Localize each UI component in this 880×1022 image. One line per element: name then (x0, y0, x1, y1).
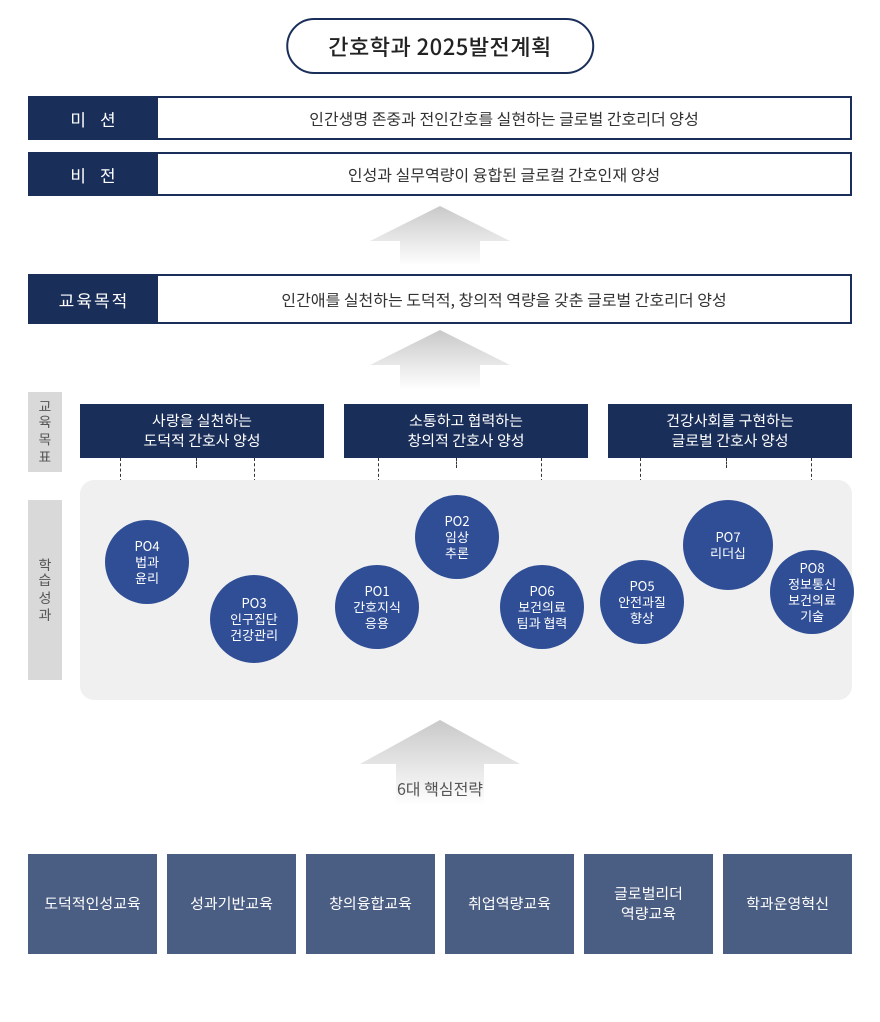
po-node-po6: PO6보건의료팀과 협력 (500, 565, 584, 649)
po-node-po4: PO4법과윤리 (105, 520, 189, 604)
vision-row: 비전 인성과 실무역량이 융합된 글로컬 간호인재 양성 (28, 152, 852, 196)
po-label: 정보통신보건의료기술 (788, 576, 836, 625)
strategy-4: 글로벌리더역량교육 (584, 854, 713, 954)
goals-row: 사랑을 실천하는도덕적 간호사 양성 소통하고 협력하는창의적 간호사 양성 건… (80, 404, 852, 458)
po-label: 보건의료팀과 협력 (517, 599, 568, 632)
connector-2b (726, 458, 727, 468)
po-label: 간호지식응용 (353, 599, 401, 632)
strategy-5: 학과운영혁신 (723, 854, 852, 954)
mission-text: 인간생명 존중과 전인간호를 실현하는 글로벌 간호리더 양성 (158, 96, 852, 140)
po-label: 안전과질향상 (618, 594, 666, 627)
po-node-po5: PO5안전과질향상 (600, 560, 684, 644)
po-node-po7: PO7리더십 (683, 500, 773, 590)
po-node-po3: PO3인구집단건강관리 (210, 575, 298, 663)
vision-text: 인성과 실무역량이 융합된 글로컬 간호인재 양성 (158, 152, 852, 196)
po-node-po2: PO2임상추론 (415, 495, 499, 579)
page-title: 간호학과 2025발전계획 (286, 18, 594, 74)
purpose-row: 교육목적 인간애를 실천하는 도덕적, 창의적 역량을 갖춘 글로벌 간호리더 … (28, 274, 852, 324)
arrow-up-icon (370, 206, 510, 266)
strategy-1: 성과기반교육 (167, 854, 296, 954)
po-node-po1: PO1간호지식응용 (335, 565, 419, 649)
strategy-0: 도덕적인성교육 (28, 854, 157, 954)
mission-row: 미션 인간생명 존중과 전인간호를 실현하는 글로벌 간호리더 양성 (28, 96, 852, 140)
goal-box-2: 건강사회를 구현하는글로벌 간호사 양성 (608, 404, 852, 458)
purpose-text: 인간애를 실천하는 도덕적, 창의적 역량을 갖춘 글로벌 간호리더 양성 (158, 274, 852, 324)
po-label: 인구집단건강관리 (230, 611, 278, 644)
connector-0b (196, 458, 197, 468)
vision-label: 비전 (28, 152, 158, 196)
mission-label: 미션 (28, 96, 158, 140)
side-label-goals: 교육목표 (28, 392, 62, 472)
outcomes-panel: PO4법과윤리PO3인구집단건강관리 PO1간호지식응용PO2임상추론PO6보건의… (80, 480, 852, 700)
goal-box-0: 사랑을 실천하는도덕적 간호사 양성 (80, 404, 324, 458)
po-label: 법과윤리 (135, 554, 159, 587)
strategy-title: 6대 핵심전략 (397, 776, 483, 800)
purpose-label: 교육목적 (28, 274, 158, 324)
po-label: 임상추론 (445, 529, 469, 562)
arrow-up-icon (370, 330, 510, 390)
strategy-3: 취업역량교육 (445, 854, 574, 954)
strategies-row: 도덕적인성교육 성과기반교육 창의융합교육 취업역량교육 글로벌리더역량교육 학… (28, 854, 852, 954)
side-label-outcomes: 학습성과 (28, 500, 62, 680)
po-node-po8: PO8정보통신보건의료기술 (770, 550, 854, 634)
strategy-2: 창의융합교육 (306, 854, 435, 954)
connector-1b (456, 458, 457, 468)
po-label: 리더십 (710, 545, 746, 561)
goal-box-1: 소통하고 협력하는창의적 간호사 양성 (344, 404, 588, 458)
